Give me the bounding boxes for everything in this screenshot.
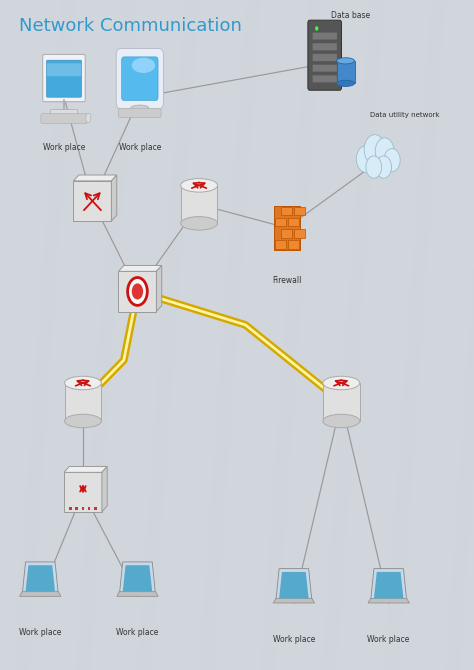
Circle shape [315,26,319,31]
Polygon shape [118,271,156,312]
Text: Work place: Work place [19,628,62,637]
FancyBboxPatch shape [312,75,337,82]
Circle shape [375,138,394,164]
Polygon shape [446,0,474,670]
Bar [288,218,299,226]
Polygon shape [19,592,61,596]
Bar [274,206,300,250]
Polygon shape [73,181,111,221]
Polygon shape [22,562,58,594]
Bar [294,207,305,216]
Bar [275,241,286,249]
FancyBboxPatch shape [118,109,161,117]
FancyBboxPatch shape [116,48,164,109]
Ellipse shape [131,105,149,111]
Polygon shape [322,0,474,670]
FancyBboxPatch shape [312,54,337,61]
Ellipse shape [337,80,355,86]
Bar [294,229,305,238]
Polygon shape [123,565,152,592]
Polygon shape [368,598,410,603]
Bar [281,229,292,238]
Text: Network Communication: Network Communication [19,17,242,35]
Ellipse shape [86,113,91,123]
Ellipse shape [64,414,101,427]
Polygon shape [384,0,474,670]
Bar [94,507,97,510]
Polygon shape [119,562,155,594]
Text: Work place: Work place [273,635,315,644]
Circle shape [366,156,382,178]
Polygon shape [64,466,107,472]
Ellipse shape [323,377,360,390]
Bar [337,61,355,83]
Polygon shape [26,565,55,592]
FancyBboxPatch shape [46,60,82,97]
Polygon shape [374,572,403,598]
Bar [281,207,292,216]
Polygon shape [261,0,474,670]
Circle shape [128,277,147,306]
FancyBboxPatch shape [43,54,85,102]
Bar [181,186,218,223]
Bar [288,241,299,249]
Text: Work place: Work place [118,143,161,151]
Polygon shape [14,0,261,670]
Bar [82,507,84,510]
Ellipse shape [181,179,218,192]
Text: Firewall: Firewall [272,276,301,285]
Polygon shape [73,175,117,181]
Polygon shape [273,598,315,603]
FancyBboxPatch shape [312,64,337,72]
Text: Work place: Work place [43,143,85,151]
Polygon shape [117,592,158,596]
Text: Work place: Work place [367,635,410,644]
Ellipse shape [132,58,155,73]
Bar [323,383,360,421]
Ellipse shape [323,414,360,427]
Bar [69,507,72,510]
Polygon shape [276,569,312,601]
Polygon shape [279,572,309,598]
FancyBboxPatch shape [312,32,337,40]
Text: Data utility network: Data utility network [371,113,440,118]
Ellipse shape [64,377,101,390]
Polygon shape [137,0,384,670]
Ellipse shape [181,216,218,230]
Circle shape [364,135,385,165]
Polygon shape [156,265,162,312]
FancyBboxPatch shape [122,57,158,100]
Circle shape [356,146,375,172]
Polygon shape [199,0,446,670]
Polygon shape [371,569,407,601]
Polygon shape [111,175,117,221]
FancyBboxPatch shape [308,20,341,90]
FancyBboxPatch shape [47,64,81,76]
Circle shape [376,156,392,178]
Text: Data base: Data base [331,11,370,20]
Polygon shape [76,0,322,670]
Polygon shape [64,472,102,512]
FancyBboxPatch shape [312,43,337,50]
Ellipse shape [337,58,355,64]
FancyBboxPatch shape [50,110,78,117]
Circle shape [132,283,143,299]
FancyBboxPatch shape [41,114,87,123]
Polygon shape [102,466,107,512]
Bar [275,218,286,226]
Circle shape [384,149,400,172]
Bar [75,507,78,510]
Bar [64,383,101,421]
Polygon shape [0,0,199,670]
Polygon shape [118,265,162,271]
Polygon shape [0,0,76,670]
Bar [88,507,91,510]
Polygon shape [0,0,137,670]
Text: Work place: Work place [116,628,159,637]
